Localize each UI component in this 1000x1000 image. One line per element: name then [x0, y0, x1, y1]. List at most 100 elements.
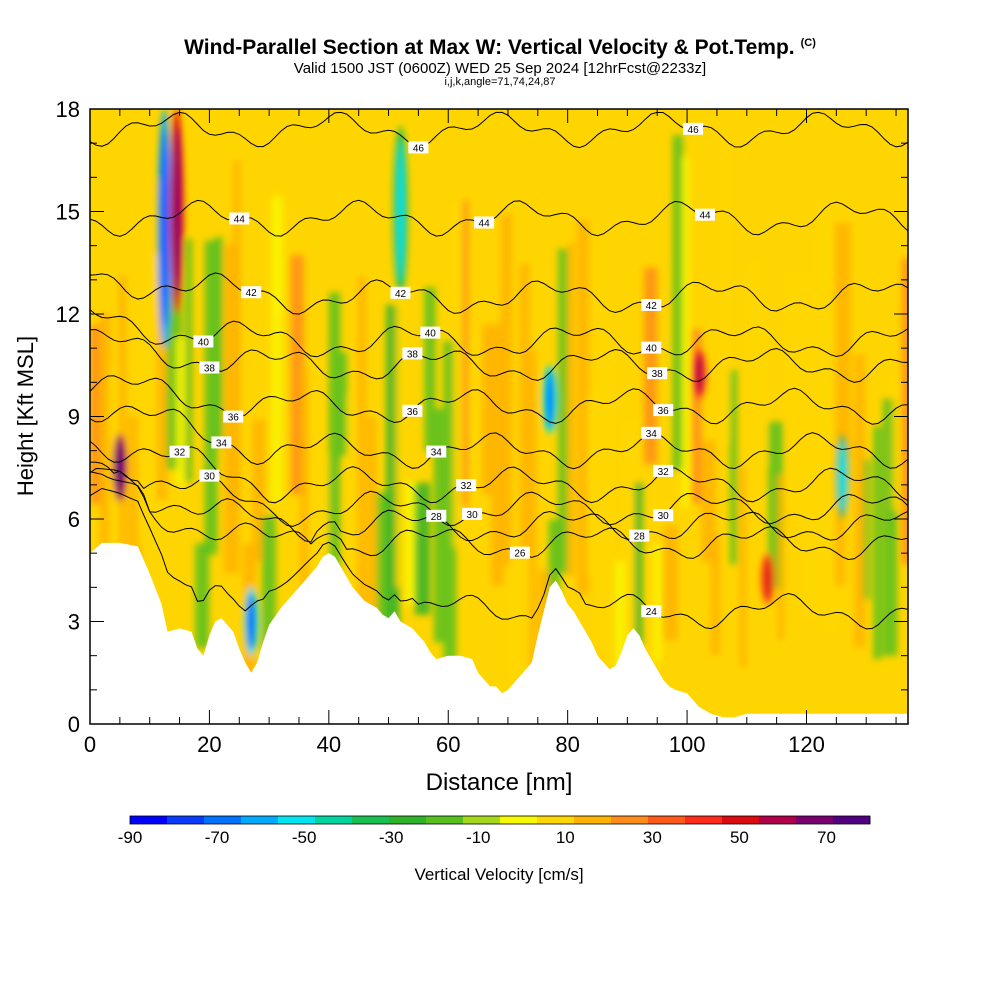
contour-label: 42 [246, 288, 258, 299]
colorbar-tick-label: -50 [292, 828, 317, 847]
contour-label: 28 [431, 512, 443, 523]
colorbar-swatch [389, 816, 427, 824]
velocity-field [90, 109, 908, 699]
y-tick-label: 6 [68, 507, 80, 532]
chart-subtitle: Valid 1500 JST (0600Z) WED 25 Sep 2024 [… [293, 60, 707, 77]
velocity-cell [185, 238, 193, 483]
contour-label: 38 [407, 349, 419, 360]
contour-label-bg [647, 367, 668, 380]
velocity-cell [902, 258, 908, 565]
velocity-cell [653, 544, 662, 663]
velocity-cell [558, 248, 568, 574]
contour-label-bg [420, 326, 441, 339]
colorbar-swatch [278, 816, 316, 824]
contour-label: 40 [425, 329, 437, 340]
velocity-cell [739, 466, 747, 668]
contour-theta [90, 467, 908, 543]
velocity-core [695, 352, 703, 396]
velocity-cell [214, 237, 223, 445]
contour-label-bg [426, 509, 447, 522]
contour-label-bg [229, 212, 250, 225]
colorbar-swatch [611, 816, 649, 824]
velocity-cell [720, 138, 729, 441]
contour-label: 36 [658, 406, 670, 417]
contour-label-bg [629, 529, 650, 542]
velocity-cell [863, 459, 870, 600]
velocity-cell [749, 263, 758, 518]
contour-label: 38 [652, 369, 664, 380]
velocity-cell [854, 354, 865, 648]
colorbar-tick-label: 10 [556, 828, 575, 847]
contour-theta [90, 461, 908, 527]
x-tick-label: 60 [436, 732, 460, 757]
contour-label: 24 [646, 607, 658, 618]
velocity-cell [347, 394, 355, 602]
contour-label-bg [509, 546, 530, 559]
contour-label: 42 [395, 289, 407, 300]
colorbar-swatch [204, 816, 242, 824]
velocity-cell [338, 352, 348, 456]
velocity-cell [300, 365, 309, 652]
contour-theta [90, 309, 908, 358]
velocity-core [764, 557, 772, 601]
x-tick-label: 20 [197, 732, 221, 757]
contour-label: 34 [216, 438, 228, 449]
colorbar-tick-label: 50 [730, 828, 749, 847]
velocity-cell [357, 276, 366, 614]
y-tick-label: 18 [56, 97, 80, 122]
contour-label: 44 [699, 211, 711, 222]
velocity-cell [567, 243, 575, 577]
contour-label: 34 [431, 448, 443, 459]
velocity-cell [424, 287, 436, 452]
contour-label-bg [653, 404, 674, 417]
y-tick-label: 0 [68, 712, 80, 737]
contour-label-bg [641, 299, 662, 311]
colorbar-swatch [648, 816, 686, 824]
colorbar-swatch [463, 816, 501, 824]
colorbar-swatch [722, 816, 760, 824]
velocity-cell [500, 214, 512, 566]
contour-label-bg [211, 436, 232, 449]
contour-label: 30 [658, 511, 670, 522]
velocity-cell [519, 263, 530, 549]
contour-label-bg [169, 445, 190, 458]
contour-label-bg [653, 509, 674, 522]
velocity-core [838, 440, 846, 512]
velocity-cell [710, 535, 721, 655]
velocity-core [161, 128, 169, 329]
contour-label: 32 [658, 467, 670, 478]
velocity-cell [825, 293, 837, 629]
y-tick-label: 15 [56, 200, 80, 225]
colorbar-tick-label: 30 [643, 828, 662, 847]
velocity-cell [281, 314, 293, 528]
contour-label: 36 [407, 407, 419, 418]
contour-label-bg [456, 479, 477, 492]
velocity-cell [453, 202, 466, 547]
velocity-cell [777, 474, 784, 640]
velocity-core [116, 439, 124, 497]
chart-title: Wind-Parallel Section at Max W: Vertical… [184, 36, 816, 59]
contour-label: 32 [461, 481, 473, 492]
colorbar-swatch [130, 816, 168, 824]
contour-label-bg [695, 208, 715, 221]
velocity-core [247, 593, 255, 650]
x-tick-label: 80 [555, 732, 579, 757]
contour-theta [90, 487, 908, 630]
colorbar-swatch [574, 816, 612, 824]
velocity-cell [99, 313, 112, 637]
velocity-cell [261, 516, 276, 650]
contour-theta [90, 329, 908, 383]
velocity-cell [328, 292, 341, 615]
contour-label-bg [390, 286, 411, 299]
contour-label: 36 [228, 413, 240, 424]
contour-label-bg [199, 361, 220, 374]
velocity-cell [529, 349, 537, 694]
contour-label: 40 [646, 344, 658, 355]
velocity-cell [233, 160, 241, 510]
contour-label: 28 [634, 532, 646, 543]
y-tick-label: 3 [68, 610, 80, 635]
x-axis-label: Distance [nm] [426, 769, 573, 796]
velocity-cell [491, 323, 504, 586]
potential-temperature-contours [90, 111, 908, 630]
